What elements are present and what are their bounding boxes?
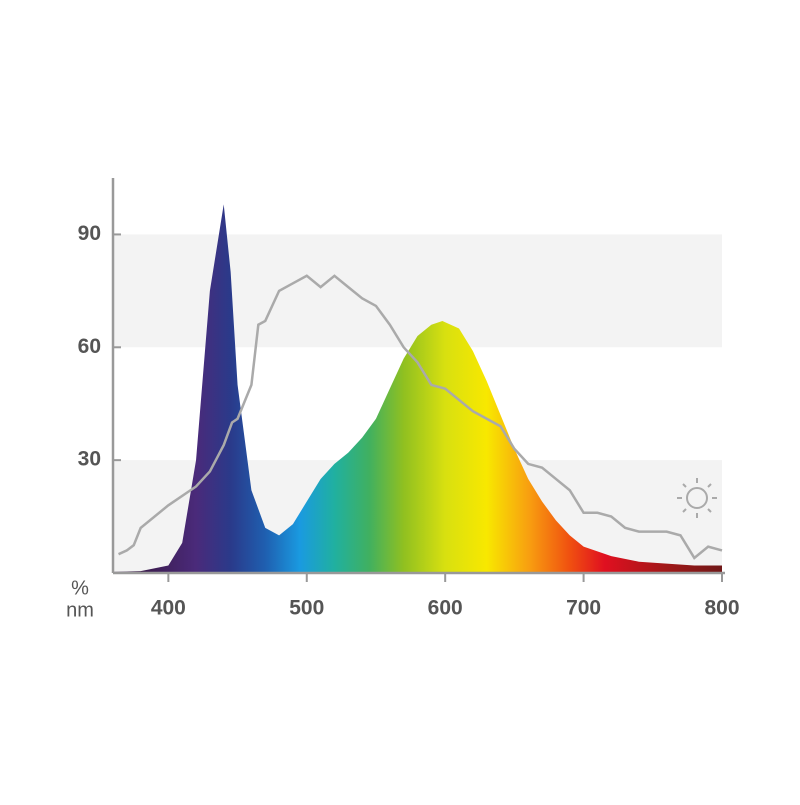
y-unit-label: % — [71, 577, 89, 599]
x-unit-label: nm — [66, 599, 94, 621]
x-tick-label: 500 — [289, 597, 324, 620]
x-tick-label: 700 — [566, 597, 601, 620]
sun-icon — [677, 478, 717, 518]
spectrum-area — [113, 204, 722, 574]
y-tick-label: 30 — [78, 448, 101, 471]
sunlight-line — [118, 274, 723, 560]
y-tick-label: 90 — [78, 222, 101, 245]
x-tick-label: 800 — [704, 597, 739, 620]
x-tick-label: 400 — [151, 597, 186, 620]
grid-band — [113, 234, 722, 348]
y-tick-label: 60 — [78, 335, 101, 358]
x-tick-label: 600 — [428, 597, 463, 620]
